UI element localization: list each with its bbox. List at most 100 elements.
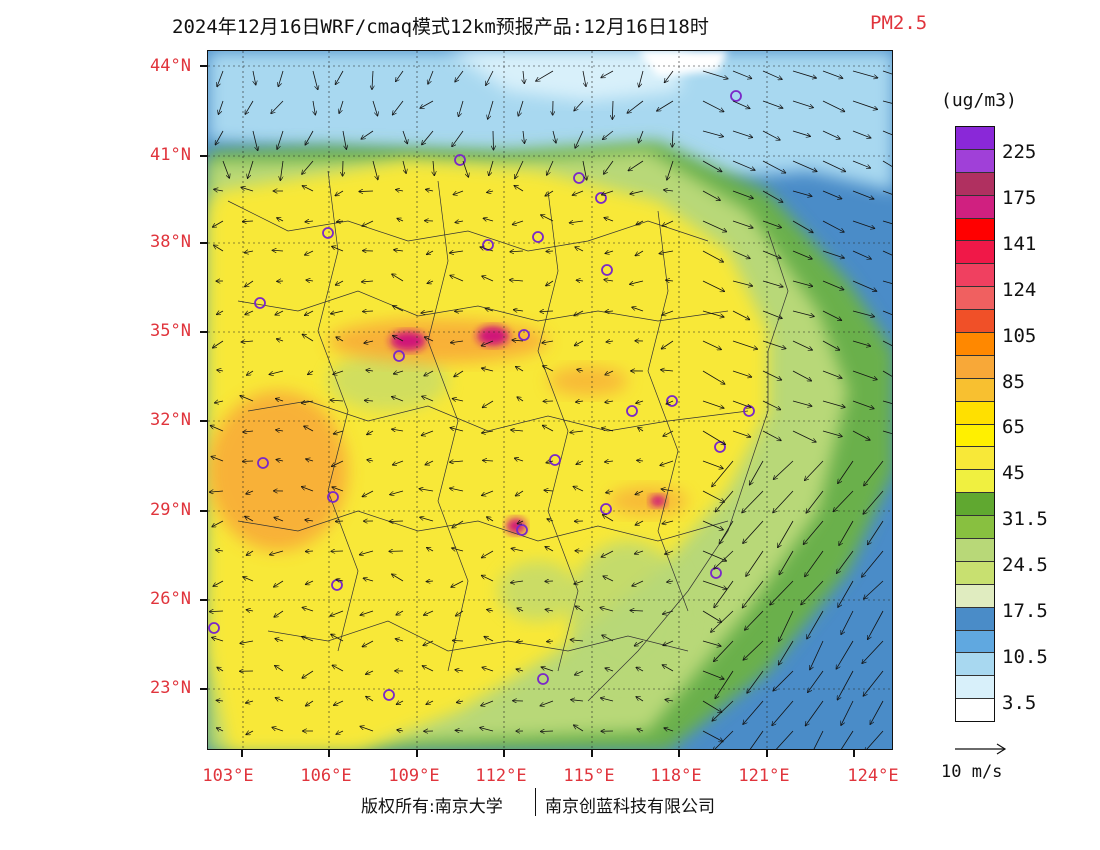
wind-arrow bbox=[714, 550, 734, 569]
wind-arrow bbox=[852, 430, 870, 440]
wind-arrow bbox=[807, 610, 824, 639]
wind-arrow bbox=[702, 550, 726, 561]
wind-arrow bbox=[393, 460, 404, 465]
wind-arrow bbox=[779, 550, 794, 574]
wind-arrow bbox=[215, 401, 224, 403]
wind-arrow bbox=[397, 701, 404, 704]
wind-arrow bbox=[638, 428, 644, 431]
wind-arrow bbox=[604, 280, 614, 281]
legend-label-85: 85 bbox=[1002, 371, 1025, 393]
wind-arrow bbox=[882, 280, 892, 284]
wind-arrow bbox=[762, 190, 783, 202]
wind-arrow bbox=[452, 520, 464, 528]
wind-arrow bbox=[743, 700, 764, 724]
wind-arrow bbox=[882, 220, 892, 225]
wind-arrow bbox=[792, 310, 814, 316]
wind-arrow bbox=[513, 220, 524, 225]
wind-arrow bbox=[280, 160, 284, 180]
wind-arrow bbox=[428, 70, 434, 84]
wind-arrow bbox=[862, 640, 884, 663]
wind-arrow bbox=[545, 547, 554, 552]
wind-arrow bbox=[662, 665, 674, 672]
wind-arrow bbox=[822, 340, 839, 350]
wind-arrow bbox=[868, 520, 884, 544]
wind-arrow bbox=[214, 189, 224, 191]
wind-arrow bbox=[336, 337, 344, 342]
wind-arrow bbox=[630, 280, 644, 284]
title-main: 2024年12月16日WRF/cmaq模式12km预报产品:12月16日18时 bbox=[172, 16, 709, 38]
wind-arrow bbox=[864, 460, 884, 486]
wind-arrow bbox=[576, 461, 584, 464]
wind-arrow bbox=[424, 370, 434, 376]
wind-arrow bbox=[241, 187, 254, 192]
wind-arrow bbox=[702, 160, 722, 172]
wind-arrow bbox=[394, 371, 404, 374]
wind-arrow bbox=[211, 457, 224, 462]
wind-arrow bbox=[805, 460, 824, 480]
wind-arrow bbox=[372, 70, 373, 89]
wind-arrow bbox=[424, 610, 434, 615]
lat-label-23: 23°N bbox=[150, 678, 191, 698]
wind-arrow bbox=[514, 186, 524, 192]
wind-arrow bbox=[482, 276, 494, 282]
wind-arrow bbox=[575, 247, 584, 252]
wind-arrow bbox=[602, 635, 614, 642]
legend-label-10-5: 10.5 bbox=[1002, 646, 1048, 668]
wind-arrow bbox=[732, 400, 751, 407]
wind-arrow bbox=[773, 490, 794, 513]
lat-label-32: 32°N bbox=[150, 410, 191, 430]
wind-arrow bbox=[275, 310, 284, 315]
wind-arrow bbox=[836, 640, 854, 669]
wind-arrow bbox=[792, 280, 812, 286]
wind-arrow bbox=[574, 581, 584, 584]
wind-arrow bbox=[277, 218, 284, 221]
wind-arrow bbox=[774, 460, 794, 479]
wind-arrow bbox=[712, 700, 734, 721]
wind-arrow bbox=[702, 700, 722, 712]
wind-arrow bbox=[762, 250, 781, 258]
wind-arrow bbox=[454, 370, 464, 377]
wind-arrow bbox=[605, 251, 614, 253]
wind-arrow bbox=[822, 370, 842, 378]
wind-arrow bbox=[426, 189, 434, 191]
wind-arrow bbox=[852, 310, 874, 317]
lat-label-35: 35°N bbox=[150, 321, 191, 341]
wind-arrow bbox=[425, 337, 434, 342]
wind-arrow bbox=[702, 490, 724, 502]
legend-swatch bbox=[956, 516, 994, 540]
wind-arrow bbox=[639, 130, 644, 143]
wind-arrow bbox=[217, 70, 224, 86]
wind-arrow bbox=[852, 250, 871, 259]
wind-arrow bbox=[483, 218, 494, 221]
wind-arrow bbox=[305, 310, 314, 315]
wind-arrow bbox=[515, 458, 524, 461]
wind-vectors bbox=[210, 70, 892, 749]
wind-arrow bbox=[362, 640, 374, 647]
wind-arrow bbox=[363, 578, 374, 581]
wind-arrow bbox=[659, 251, 674, 254]
wind-arrow bbox=[487, 517, 494, 522]
wind-arrow bbox=[606, 491, 614, 493]
wind-arrow bbox=[359, 191, 374, 192]
wind-arrow bbox=[482, 340, 494, 346]
wind-arrow bbox=[306, 581, 314, 584]
legend-swatch bbox=[956, 310, 994, 334]
wind-arrow bbox=[601, 550, 614, 557]
wind-arrow bbox=[450, 275, 464, 282]
wind-arrow bbox=[362, 220, 374, 226]
yellow-pollution-area bbox=[208, 161, 768, 749]
lon-label-103: 103°E bbox=[202, 766, 254, 786]
wind-arrow bbox=[543, 425, 554, 432]
wind-arrow bbox=[274, 580, 284, 587]
wind-arrow bbox=[302, 401, 314, 403]
wind-arrow bbox=[367, 431, 374, 434]
wind-arrow bbox=[702, 190, 720, 200]
wind-arrow bbox=[312, 70, 318, 89]
wind-arrow bbox=[253, 70, 256, 85]
pm25-map[interactable] bbox=[207, 50, 893, 750]
wind-arrow bbox=[394, 250, 404, 251]
wind-arrow bbox=[672, 130, 673, 147]
legend-label-31-5: 31.5 bbox=[1002, 508, 1048, 530]
central-orange-band bbox=[328, 319, 548, 363]
wind-arrow bbox=[822, 160, 845, 172]
